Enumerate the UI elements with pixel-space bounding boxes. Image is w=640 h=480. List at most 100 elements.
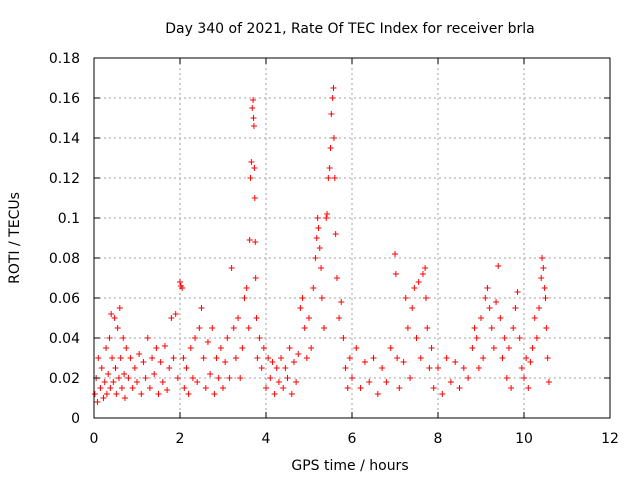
data-point	[516, 335, 523, 341]
data-point	[543, 325, 550, 331]
y-tick-label: 0.1	[58, 211, 80, 227]
data-point	[482, 295, 489, 301]
data-point	[220, 385, 226, 391]
data-point	[288, 391, 295, 397]
data-point	[396, 385, 403, 391]
data-point	[533, 335, 540, 341]
x-tick-label: 6	[348, 431, 357, 447]
data-point	[103, 345, 110, 351]
data-point	[120, 335, 127, 341]
data-point	[248, 159, 255, 165]
data-point	[323, 215, 330, 221]
data-point	[258, 365, 265, 371]
data-point	[497, 315, 504, 321]
data-point	[138, 391, 145, 397]
data-point	[249, 105, 256, 111]
data-point	[392, 251, 398, 257]
data-point	[493, 299, 500, 305]
data-point	[207, 371, 214, 377]
data-point	[435, 365, 441, 371]
data-point	[103, 391, 110, 397]
data-point	[241, 295, 248, 301]
data-point	[155, 391, 162, 397]
data-point	[508, 385, 515, 391]
data-point	[330, 135, 337, 141]
data-point	[275, 379, 282, 385]
data-point	[228, 265, 235, 271]
data-point	[297, 305, 304, 311]
data-point	[183, 365, 190, 371]
data-point	[260, 345, 267, 351]
data-point	[146, 385, 153, 391]
data-point	[409, 305, 416, 311]
data-point	[525, 385, 532, 391]
data-point	[536, 305, 543, 311]
data-point	[332, 231, 339, 237]
data-point	[111, 315, 118, 321]
data-point	[518, 365, 525, 371]
data-point	[100, 395, 107, 401]
data-point	[97, 385, 104, 391]
data-point	[402, 295, 409, 301]
data-point	[110, 379, 117, 385]
data-point	[267, 375, 274, 381]
data-point	[213, 355, 220, 361]
data-point	[226, 375, 233, 381]
data-point	[316, 245, 323, 251]
data-point	[452, 359, 459, 365]
data-point	[499, 355, 506, 361]
data-point	[465, 375, 472, 381]
data-point	[269, 359, 276, 365]
data-point	[417, 355, 424, 361]
data-point	[151, 371, 158, 377]
data-point	[246, 237, 253, 243]
axis-ticks	[93, 57, 611, 419]
data-point	[392, 271, 399, 277]
data-point	[108, 311, 115, 317]
data-point	[149, 355, 156, 361]
data-point	[318, 265, 325, 271]
data-point	[488, 325, 495, 331]
y-tick-label: 0.18	[49, 51, 80, 67]
data-point	[127, 355, 134, 361]
data-point	[177, 279, 183, 285]
data-point	[424, 325, 431, 331]
data-point	[179, 285, 186, 291]
data-point	[310, 285, 317, 291]
data-point	[202, 385, 209, 391]
data-point	[439, 391, 446, 397]
data-point	[95, 355, 102, 361]
data-point	[308, 345, 315, 351]
data-point	[230, 325, 237, 331]
data-points	[91, 85, 552, 405]
data-point	[94, 399, 101, 405]
data-point	[346, 355, 353, 361]
data-point	[198, 305, 205, 311]
data-point	[303, 355, 310, 361]
data-point	[187, 345, 194, 351]
data-point	[545, 379, 552, 385]
data-point	[486, 305, 493, 311]
data-point	[327, 145, 334, 151]
data-point	[357, 385, 364, 391]
data-point	[336, 315, 343, 321]
data-point	[251, 165, 258, 171]
data-point	[460, 365, 467, 371]
data-point	[361, 359, 368, 365]
chart-title: Day 340 of 2021, Rate Of TEC Index for r…	[165, 21, 534, 37]
data-point	[189, 375, 196, 381]
data-point	[166, 365, 173, 371]
data-point	[245, 325, 252, 331]
data-point	[295, 351, 302, 357]
data-point	[170, 355, 177, 361]
data-point	[514, 289, 521, 295]
data-point	[374, 391, 381, 397]
data-point	[329, 95, 336, 101]
data-point	[306, 315, 312, 321]
data-point	[501, 335, 508, 341]
data-point	[250, 115, 257, 121]
data-point	[415, 279, 422, 285]
data-point	[196, 325, 203, 331]
data-point	[107, 385, 114, 391]
